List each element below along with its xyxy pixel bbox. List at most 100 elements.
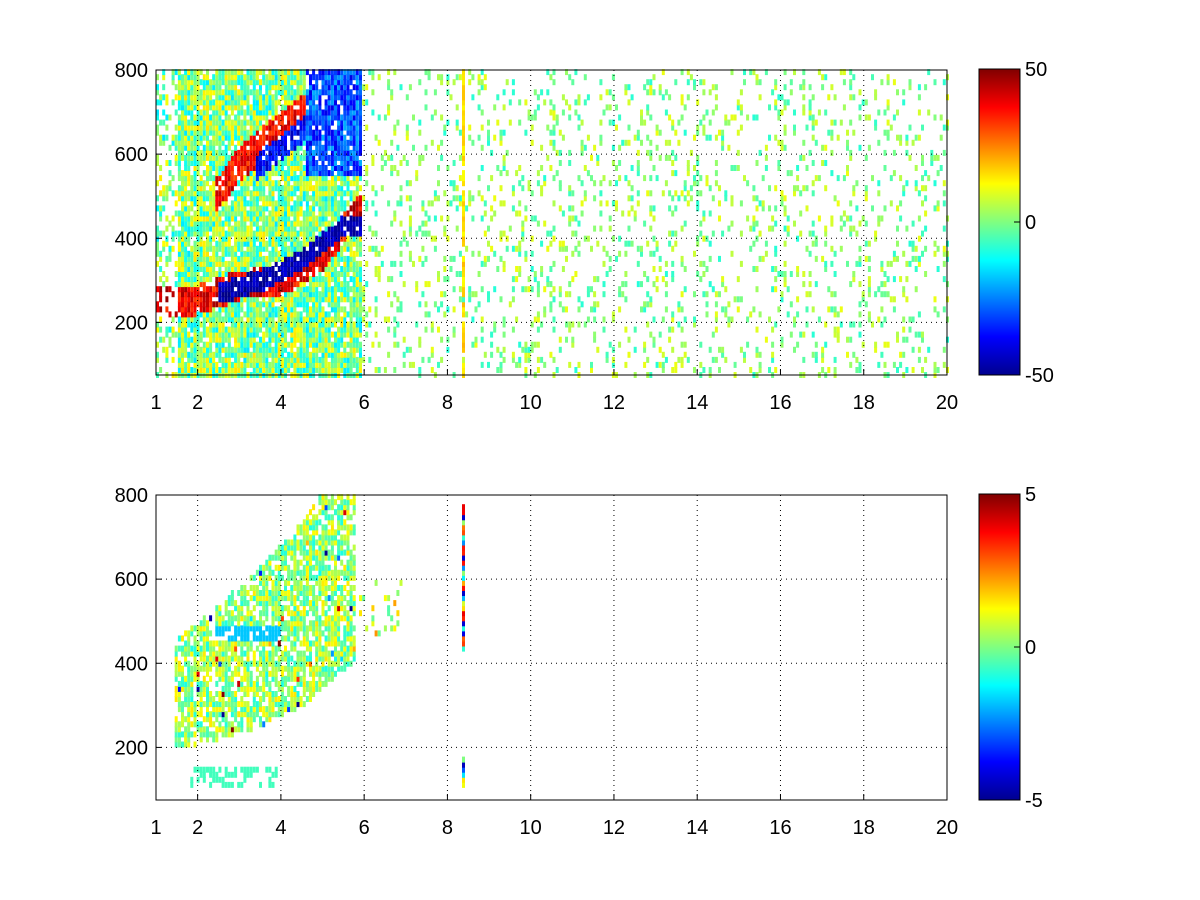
heatmap-cell [262,321,266,328]
heatmap-cell [296,250,300,257]
heatmap-cell [849,94,853,101]
heatmap-cell [255,230,259,237]
heatmap-cell [196,139,200,146]
heatmap-cell [252,139,256,146]
heatmap-cell [268,336,272,343]
heatmap-cell [355,240,359,247]
heatmap-cell [199,361,203,368]
heatmap-cell [611,311,615,318]
heatmap-cell [227,69,231,76]
heatmap-cell [199,185,203,192]
heatmap-cell [390,220,394,227]
heatmap-cell [280,104,284,111]
heatmap-cell [255,205,259,212]
heatmap-cell [193,104,197,111]
heatmap-cell [171,291,175,298]
heatmap-cell [196,165,200,171]
heatmap-cell [259,240,262,247]
heatmap-cell [330,255,334,262]
heatmap-cell [764,154,768,161]
heatmap-cell [202,286,206,293]
heatmap-cell [696,235,700,242]
heatmap-cell [552,104,556,111]
heatmap-cell [190,94,194,101]
heatmap-cell [633,215,637,222]
heatmap-cell [718,346,721,353]
heatmap-cell [277,276,281,283]
heatmap-cell [302,149,306,156]
heatmap-cell [568,291,572,298]
heatmap-cell [206,326,209,333]
heatmap-cell [324,210,328,217]
heatmap-cell [324,291,328,298]
heatmap-cell [352,235,356,242]
heatmap-cell [265,240,269,247]
heatmap-cell [343,79,347,86]
heatmap-cell [477,104,481,111]
heatmap-cell [783,144,787,151]
heatmap-cell [187,195,191,202]
heatmap-cell [337,215,341,222]
heatmap-cell [293,89,297,96]
heatmap-cell [246,154,250,161]
heatmap-cell [249,124,253,131]
heatmap-cell [871,205,874,212]
heatmap-cell [177,245,181,252]
heatmap-cell [212,260,216,267]
heatmap-cell [290,351,294,358]
heatmap-cell [324,225,328,232]
heatmap-cell [396,296,400,303]
heatmap-cell [352,215,356,222]
heatmap-cell [246,286,250,293]
heatmap-cell [280,74,284,81]
heatmap-cell [230,124,234,131]
heatmap-cell [521,346,525,353]
heatmap-cell [312,367,316,373]
heatmap-cell [202,104,206,111]
heatmap-cell [196,84,200,91]
heatmap-cell [246,89,250,96]
heatmap-cell [293,74,297,81]
heatmap-cell [502,331,506,338]
heatmap-cell [193,119,197,126]
heatmap-cell [814,356,818,363]
heatmap-cell [337,134,341,141]
heatmap-cell [190,129,194,136]
heatmap-cell [174,200,178,207]
heatmap-cell [524,215,528,222]
heatmap-cell [502,321,506,328]
heatmap-cell [277,215,281,222]
heatmap-cell [237,361,241,368]
heatmap-cell [212,351,216,358]
heatmap-cell [221,205,225,212]
heatmap-cell [274,311,278,318]
heatmap-cell [309,160,312,166]
heatmap-cell [721,276,725,283]
heatmap-cell [268,94,272,101]
heatmap-cell [190,185,194,192]
heatmap-cell [302,276,306,283]
heatmap-cell [696,190,700,197]
heatmap-cell [796,271,800,277]
heatmap-cell [334,175,337,182]
heatmap-cell [524,129,528,136]
heatmap-cell [252,291,256,298]
heatmap-cell [287,180,291,187]
heatmap-cell [262,114,266,121]
heatmap-cell [202,144,206,151]
heatmap-cell [796,296,800,303]
heatmap-cell [199,205,203,212]
heatmap-cell [246,215,250,222]
heatmap-cell [255,271,259,277]
heatmap-cell [206,306,209,313]
heatmap-cell [193,361,197,368]
heatmap-cell [408,230,412,237]
heatmap-cell [243,154,247,161]
heatmap-cell [243,331,247,338]
heatmap-cell [749,367,753,373]
heatmap-cell [440,79,444,86]
heatmap-cell [249,331,253,338]
heatmap-cell [714,94,718,101]
heatmap-cell [193,351,197,358]
heatmap-cell [355,215,359,222]
